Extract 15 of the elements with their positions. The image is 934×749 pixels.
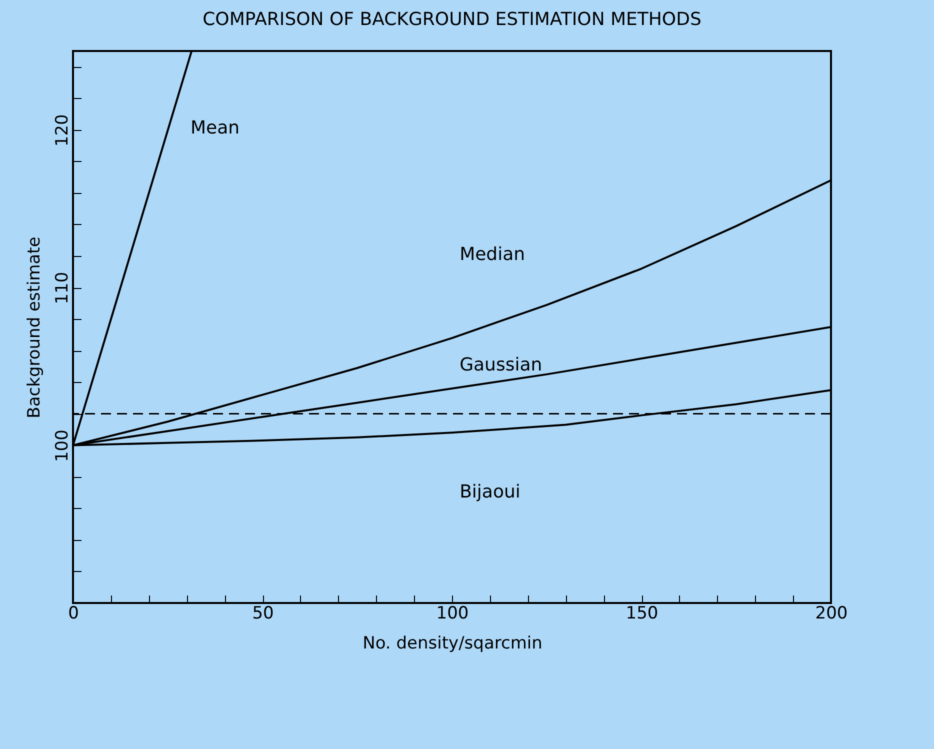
y-tick-label: 110	[52, 272, 72, 304]
x-tick-label: 150	[626, 604, 658, 624]
y-tick-label: 120	[52, 114, 72, 147]
chart-title: COMPARISON OF BACKGROUND ESTIMATION METHODS	[202, 9, 702, 30]
x-tick-label: 100	[436, 604, 469, 624]
x-tick-label: 50	[252, 604, 274, 624]
x-tick-label: 0	[68, 604, 79, 624]
text: Bijaoui	[460, 482, 520, 503]
series-label: Mean	[190, 117, 240, 138]
y-axis-title: Background estimate	[24, 236, 44, 418]
y-tick-label: 100	[52, 430, 72, 462]
series-label: Gaussian	[460, 354, 542, 376]
text: Median	[460, 244, 526, 266]
x-axis-title: No. density/sqarcmin	[362, 634, 542, 654]
x-tick-label: 200	[815, 604, 848, 624]
